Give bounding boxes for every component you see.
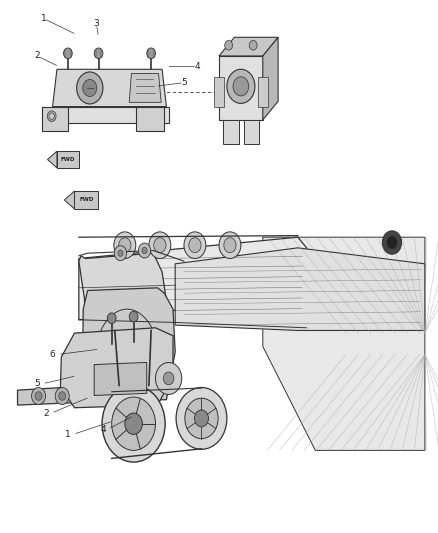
Text: 5: 5 [181,78,187,87]
Circle shape [49,113,54,119]
Polygon shape [79,237,307,320]
Circle shape [77,72,103,104]
Circle shape [112,397,155,450]
Circle shape [32,387,46,405]
Circle shape [154,238,166,253]
Text: 3: 3 [93,20,99,28]
Circle shape [233,77,249,96]
Polygon shape [42,107,169,123]
Polygon shape [47,151,57,168]
Polygon shape [219,56,263,120]
Circle shape [387,236,397,249]
Text: FWD: FWD [61,157,75,162]
Circle shape [125,413,142,434]
Circle shape [184,232,206,259]
Circle shape [176,387,227,449]
Circle shape [147,48,155,59]
Polygon shape [136,107,164,131]
Circle shape [225,41,233,50]
Circle shape [59,392,66,400]
Circle shape [102,385,165,462]
Circle shape [155,362,182,394]
Circle shape [118,250,123,256]
Circle shape [189,238,201,253]
Text: FWD: FWD [79,198,93,203]
Text: 5: 5 [34,379,40,388]
Polygon shape [175,248,425,330]
Polygon shape [214,77,224,107]
Text: 4: 4 [194,62,200,71]
Circle shape [249,41,257,50]
Circle shape [163,372,174,385]
Polygon shape [57,151,79,168]
Polygon shape [53,69,166,107]
Polygon shape [219,37,278,56]
Circle shape [64,48,72,59]
Text: 2: 2 [43,409,49,417]
Polygon shape [129,74,161,102]
Circle shape [219,232,241,259]
Circle shape [47,111,56,122]
Polygon shape [42,107,68,131]
Circle shape [194,410,208,427]
Text: 2: 2 [35,52,40,60]
Circle shape [129,311,138,322]
Text: 1: 1 [41,14,47,23]
Text: 4: 4 [100,425,106,433]
Circle shape [185,398,218,439]
Polygon shape [244,120,259,144]
Polygon shape [263,237,425,450]
Circle shape [114,232,136,259]
Circle shape [55,387,69,405]
Circle shape [382,231,402,254]
Polygon shape [79,253,171,394]
Circle shape [227,69,255,103]
Circle shape [224,238,236,253]
Polygon shape [263,37,278,120]
Polygon shape [258,77,268,107]
Polygon shape [64,191,74,209]
Polygon shape [74,191,98,209]
Text: 6: 6 [49,350,56,359]
Circle shape [138,243,151,258]
Circle shape [119,238,131,253]
Circle shape [149,232,171,259]
Text: 1: 1 [65,430,71,439]
Circle shape [35,392,42,400]
Polygon shape [82,288,175,400]
Polygon shape [94,362,147,395]
Circle shape [142,247,147,254]
Circle shape [94,48,103,59]
Polygon shape [18,386,81,405]
Circle shape [107,313,116,324]
Circle shape [83,79,97,96]
Circle shape [114,246,127,261]
Polygon shape [223,120,239,144]
Polygon shape [60,328,173,408]
